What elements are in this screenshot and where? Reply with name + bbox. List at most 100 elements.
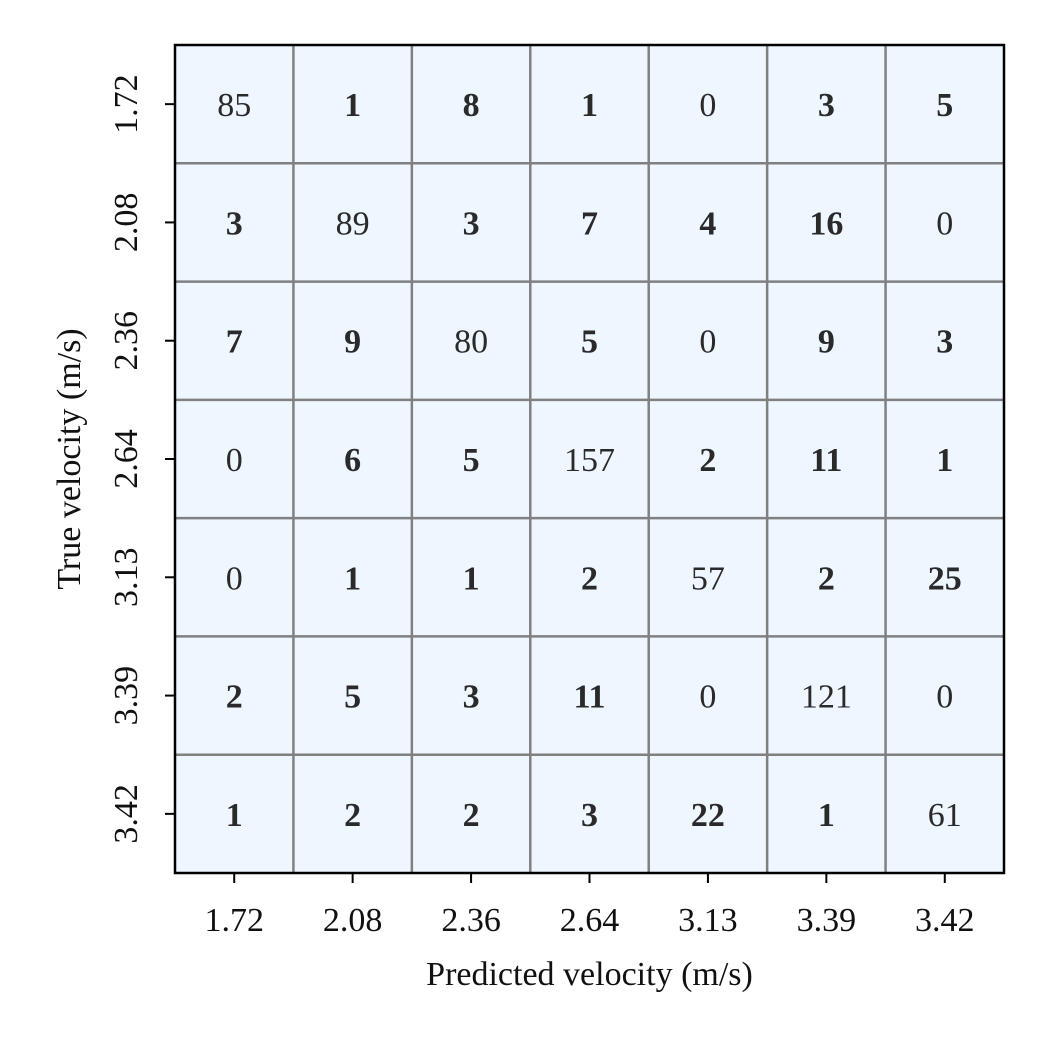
cell-value-label: 2 [818, 560, 835, 597]
heatmap-cell [530, 636, 649, 755]
heatmap-cell [885, 45, 1004, 164]
cell-value-label: 3 [936, 324, 953, 361]
x-tick-label: 1.72 [204, 902, 264, 939]
heatmap-cell [885, 636, 1004, 755]
heatmap-cell [411, 281, 531, 400]
cell-value-label: 89 [336, 205, 370, 242]
cell-value-label: 1 [226, 797, 243, 834]
y-tick-label: 3.42 [108, 784, 145, 844]
cell-value-label: 1 [344, 560, 361, 597]
cell-value-label: 1 [344, 87, 361, 124]
heatmap-cell [530, 281, 649, 400]
cell-value-label: 0 [699, 324, 716, 361]
heatmap-cell [530, 45, 649, 164]
heatmap-cell [411, 754, 531, 873]
cell-value-label: 6 [344, 442, 361, 479]
cell-value-label: 2 [463, 797, 480, 834]
heatmap-cell [411, 636, 531, 755]
x-tick-label: 3.13 [678, 902, 738, 939]
cell-value-label: 0 [226, 560, 243, 597]
cell-value-label: 1 [818, 797, 835, 834]
heatmap-cells: 85 1 8 1 0 3 53 89 3 7 4 16 07 9 80 5 0 9 30 6 5 157 2 11 10 1 1 2 5… [175, 45, 1004, 873]
cell-value-label: 2 [226, 679, 243, 716]
y-axis-ticks: 1.72 2.08 2.36 2.64 3.13 3.39 3.42 [108, 74, 175, 844]
heatmap-cell [767, 281, 886, 400]
cell-value-label: 85 [217, 87, 251, 124]
cell-value-label: 3 [818, 87, 835, 124]
heatmap-cell [648, 45, 768, 164]
x-tick-label: 2.36 [441, 902, 501, 939]
heatmap-cell [411, 518, 531, 637]
heatmap-cell [293, 399, 412, 519]
heatmap-cell [175, 45, 294, 164]
heatmap-cell [293, 281, 412, 400]
heatmap-cell [175, 636, 294, 755]
cell-value-label: 25 [928, 560, 962, 597]
cell-value-label: 80 [454, 324, 488, 361]
cell-value-label: 8 [463, 87, 480, 124]
heatmap-cell [767, 518, 886, 637]
y-tick-label: 2.64 [108, 429, 145, 489]
cell-value-label: 4 [699, 205, 716, 242]
cell-value-label: 0 [226, 442, 243, 479]
heatmap-cell [648, 518, 768, 637]
cell-value-label: 1 [581, 87, 598, 124]
cell-value-label: 1 [936, 442, 953, 479]
cell-value-label: 2 [699, 442, 716, 479]
cell-value-label: 0 [936, 679, 953, 716]
cell-value-label: 3 [463, 679, 480, 716]
cell-value-label: 2 [581, 560, 598, 597]
heatmap-cell [293, 754, 412, 873]
cell-value-label: 0 [699, 679, 716, 716]
x-axis-ticks: 1.72 2.08 2.36 2.64 3.13 3.39 3.42 [204, 873, 975, 939]
y-tick-label: 2.36 [108, 311, 145, 371]
cell-value-label: 7 [226, 324, 243, 361]
cell-value-label: 2 [344, 797, 361, 834]
heatmap-cell [648, 399, 768, 519]
heatmap-cell [885, 281, 1004, 400]
heatmap-cell [648, 281, 768, 400]
heatmap-cell [885, 754, 1004, 873]
cell-value-label: 1 [463, 560, 480, 597]
heatmap-cell [885, 518, 1004, 637]
heatmap-cell [767, 754, 886, 873]
heatmap-cell [175, 518, 294, 637]
cell-value-label: 9 [818, 324, 835, 361]
y-tick-label: 3.39 [108, 666, 145, 726]
heatmap-cell [885, 163, 1004, 282]
cell-value-label: 5 [463, 442, 480, 479]
heatmap-cell [648, 754, 768, 873]
cell-value-label: 3 [226, 205, 243, 242]
heatmap-cell [648, 163, 768, 282]
cell-value-label: 157 [564, 442, 615, 479]
cell-value-label: 3 [463, 205, 480, 242]
heatmap-cell [767, 45, 886, 164]
cell-value-label: 3 [581, 797, 598, 834]
heatmap-cell [175, 281, 294, 400]
heatmap-cell [411, 45, 531, 164]
cell-value-label: 22 [691, 797, 725, 834]
cell-value-label: 57 [691, 560, 725, 597]
heatmap-cell [767, 399, 886, 519]
cell-value-label: 11 [573, 679, 605, 716]
y-axis-label: True velocity (m/s) [51, 328, 88, 589]
cell-value-label: 16 [809, 205, 843, 242]
heatmap-cell [648, 636, 768, 755]
heatmap-cell [530, 399, 649, 519]
heatmap-cell [411, 163, 531, 282]
heatmap-grid [175, 45, 1004, 873]
heatmap-cell [293, 518, 412, 637]
cell-value-label: 5 [581, 324, 598, 361]
x-tick-label: 2.64 [560, 902, 620, 939]
heatmap-cell [411, 399, 531, 519]
cell-value-label: 9 [344, 324, 361, 361]
cell-value-label: 0 [699, 87, 716, 124]
y-tick-label: 2.08 [108, 193, 145, 253]
x-tick-label: 2.08 [323, 902, 383, 939]
cell-value-label: 11 [810, 442, 842, 479]
cell-value-label: 0 [936, 205, 953, 242]
heatmap-cell [293, 45, 412, 164]
cell-value-label: 121 [801, 679, 852, 716]
heatmap-cell [530, 754, 649, 873]
